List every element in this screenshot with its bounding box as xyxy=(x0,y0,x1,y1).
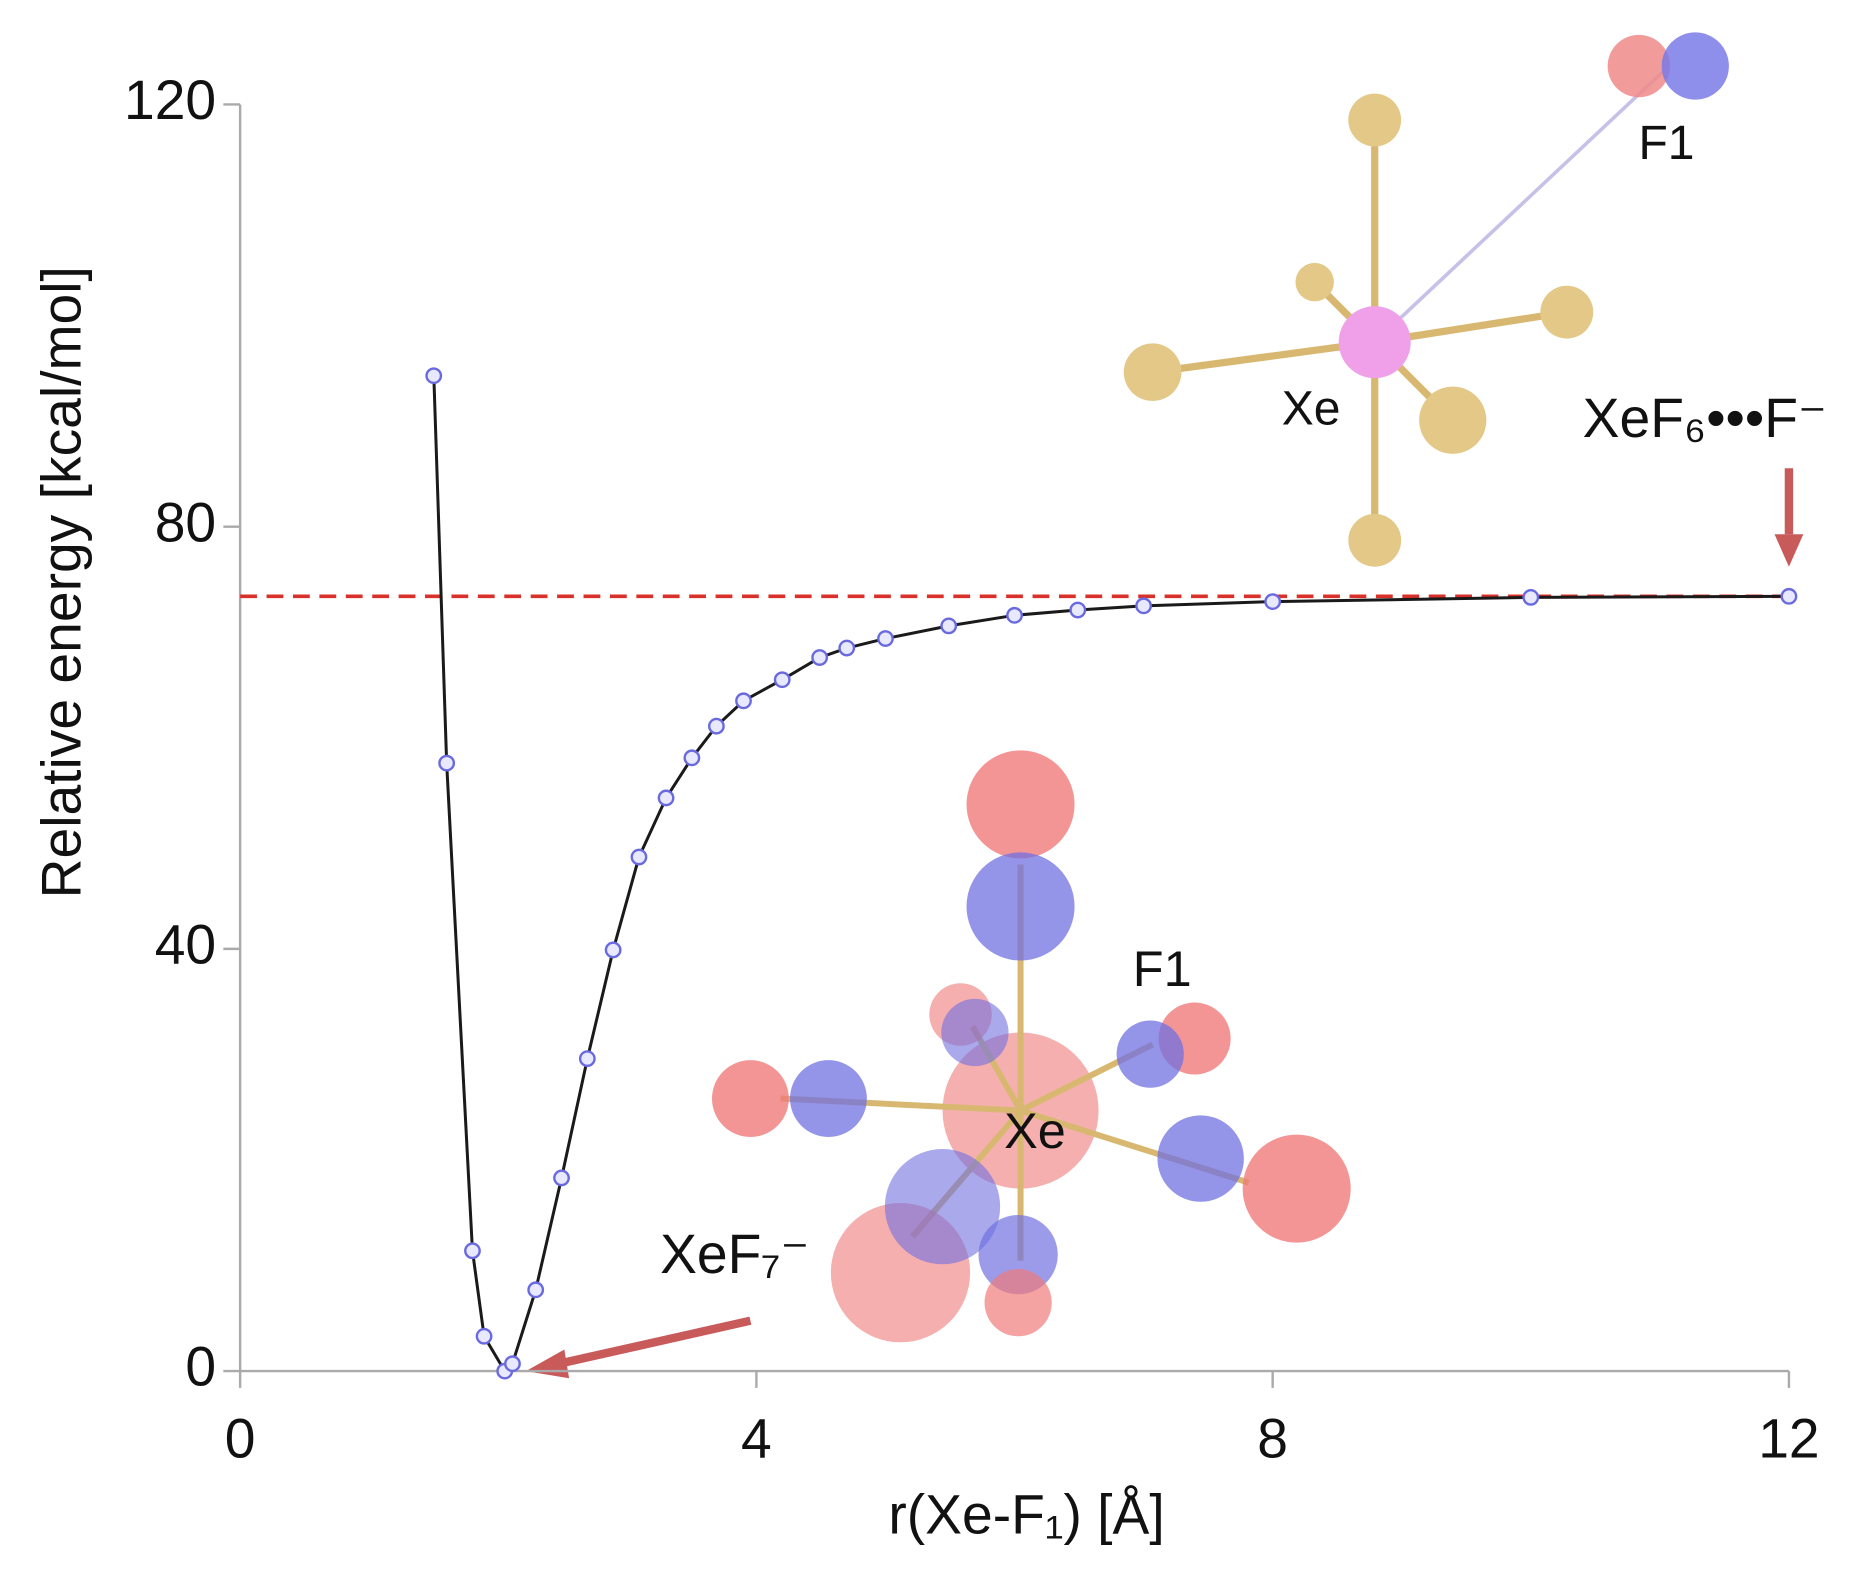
data-point xyxy=(475,1327,493,1345)
data-point xyxy=(811,649,829,666)
x-tick-label: 4 xyxy=(741,1408,772,1470)
x-tick-label: 0 xyxy=(225,1408,256,1470)
x-tick-label: 8 xyxy=(1257,1408,1288,1470)
data-point xyxy=(1069,601,1087,619)
data-point xyxy=(683,749,701,767)
data-point xyxy=(657,789,675,807)
data-point xyxy=(838,639,856,657)
data-point xyxy=(1264,593,1282,611)
data-point xyxy=(1006,606,1023,624)
data-point xyxy=(707,717,725,735)
data-line xyxy=(432,375,1789,1374)
data-point xyxy=(630,848,648,866)
data-point xyxy=(464,1242,481,1260)
data-point xyxy=(425,367,443,385)
data-point xyxy=(504,1355,521,1373)
data-point xyxy=(604,941,622,959)
y-tick-label: 80 xyxy=(155,491,216,553)
y-axis-label: Relative energy [kcal/mol] xyxy=(31,266,93,898)
annotation: XeF₇⁻ xyxy=(660,1223,809,1285)
molecule-top xyxy=(1123,32,1729,567)
data-point xyxy=(527,1281,545,1299)
annotation: Xe xyxy=(1004,1102,1066,1159)
y-tick-label: 40 xyxy=(155,913,216,975)
data-point xyxy=(578,1050,596,1068)
x-tick-label: 12 xyxy=(1758,1408,1819,1470)
molecule-bottom xyxy=(711,750,1351,1343)
annotation: XeF₆•••F⁻ xyxy=(1583,387,1827,449)
annotation: F1 xyxy=(1133,940,1192,997)
y-tick-label: 120 xyxy=(124,69,216,131)
data-point xyxy=(877,630,894,647)
data-point xyxy=(940,617,958,635)
data-point xyxy=(553,1169,570,1187)
data-point xyxy=(773,671,791,689)
annotation: Xe xyxy=(1282,382,1341,435)
data-point xyxy=(1780,587,1798,605)
x-axis-label: r(Xe-F₁) [Å] xyxy=(888,1483,1164,1545)
y-tick-label: 0 xyxy=(185,1336,216,1398)
annotation: F1 xyxy=(1638,117,1694,170)
data-point xyxy=(1135,597,1153,615)
data-point xyxy=(735,692,752,710)
data-point xyxy=(1522,588,1540,606)
data-point xyxy=(438,754,456,772)
